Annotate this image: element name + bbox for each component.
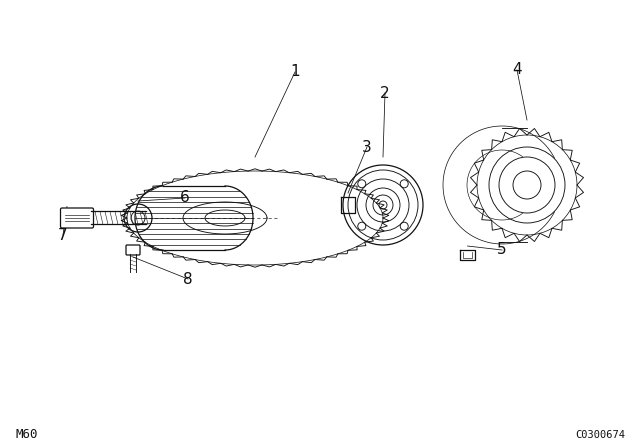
FancyBboxPatch shape	[61, 208, 93, 228]
Text: 7: 7	[58, 228, 68, 242]
FancyBboxPatch shape	[126, 245, 140, 255]
Text: 6: 6	[180, 190, 190, 206]
Text: 2: 2	[380, 86, 390, 100]
Text: 1: 1	[290, 65, 300, 79]
Polygon shape	[460, 250, 475, 260]
Text: 8: 8	[183, 271, 193, 287]
Text: M60: M60	[15, 428, 38, 441]
Text: 3: 3	[362, 139, 372, 155]
Text: C0300674: C0300674	[575, 430, 625, 440]
Text: 4: 4	[512, 63, 522, 78]
Text: 5: 5	[497, 242, 507, 258]
